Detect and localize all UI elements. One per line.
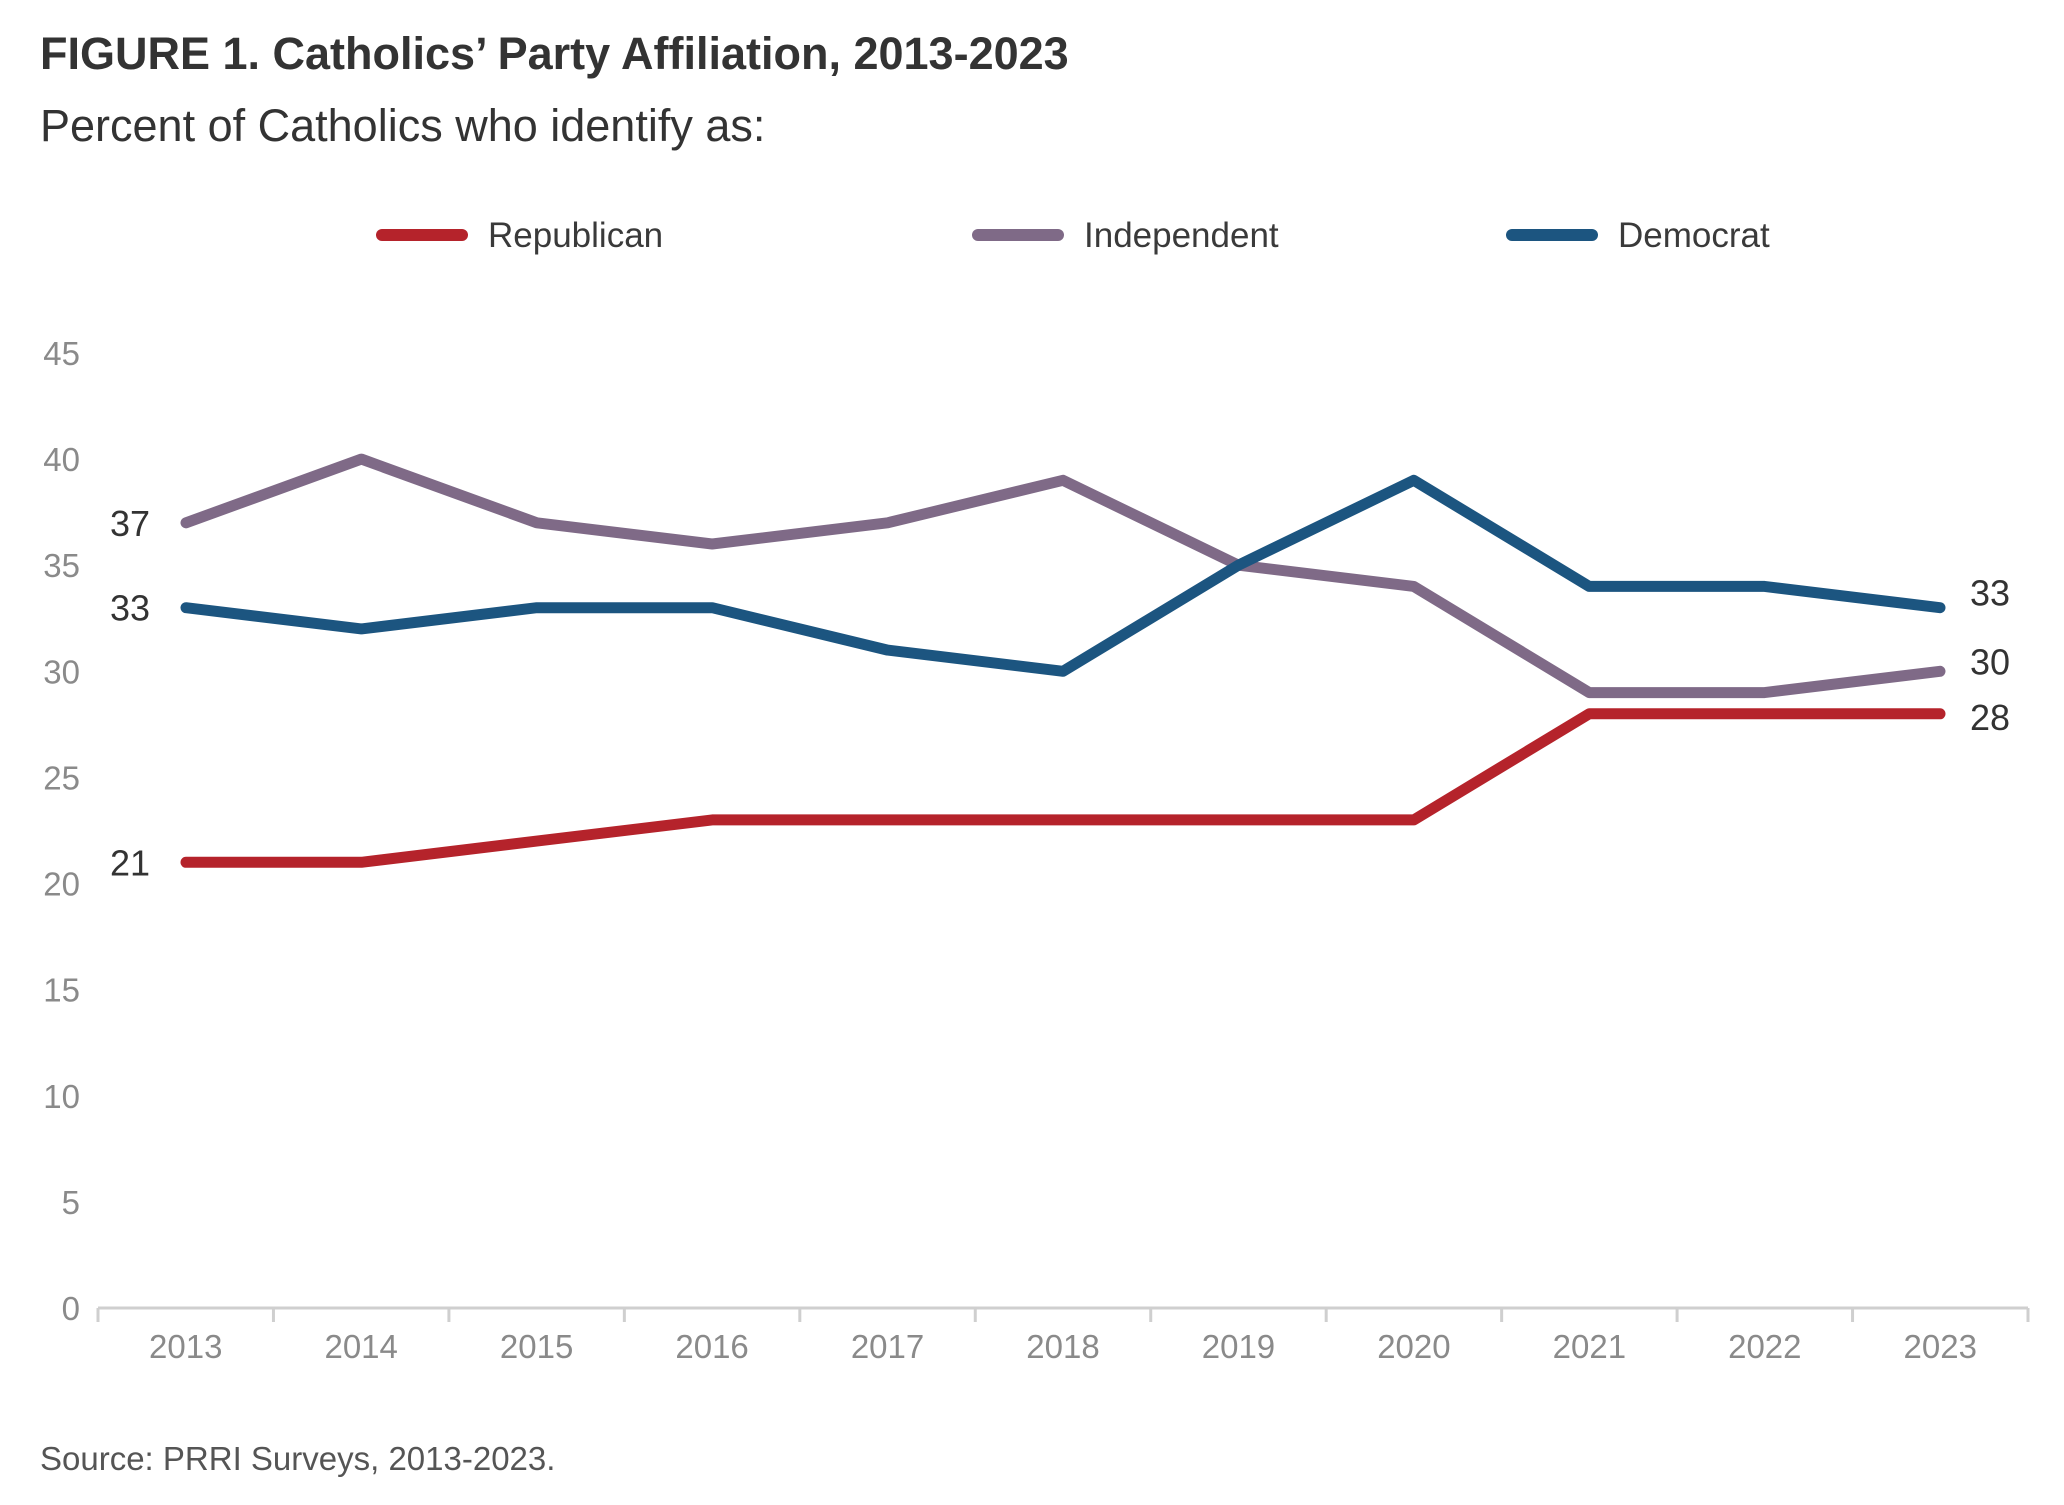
data-labels: 21 28 37 30 33 33: [110, 503, 2010, 884]
legend-label-republican: Republican: [488, 216, 663, 255]
data-label-start-republican: 21: [110, 842, 150, 883]
y-tick-label: 5: [62, 1184, 80, 1221]
data-label-start-independent: 37: [110, 503, 150, 544]
y-tick-label: 0: [62, 1290, 80, 1327]
data-label-end-democrat: 33: [1970, 573, 2010, 614]
x-tick-label: 2021: [1553, 1328, 1626, 1365]
legend: Republican Independent Democrat: [376, 216, 1770, 255]
y-tick-label: 20: [43, 866, 80, 903]
y-tick-label: 10: [43, 1078, 80, 1115]
legend-label-independent: Independent: [1084, 216, 1279, 255]
x-tick-label: 2016: [675, 1328, 748, 1365]
x-tick-label: 2015: [500, 1328, 573, 1365]
series-line-democrat: [180, 474, 1946, 677]
source-note: Source: PRRI Surveys, 2013-2023.: [40, 1440, 556, 1477]
y-tick-label: 25: [43, 759, 80, 796]
x-axis: 2013 2014 2015 2016 2017 2018 2019 2020 2021 2022…: [96, 1306, 2030, 1365]
data-label-start-democrat: 33: [110, 588, 150, 629]
x-tick-label: 2014: [324, 1328, 397, 1365]
y-tick-label: 30: [43, 653, 80, 690]
y-tick-label: 15: [43, 972, 80, 1009]
x-tick-label: 2022: [1728, 1328, 1801, 1365]
y-axis: 0 5 10 15 20 25 30 35 40 45: [43, 335, 80, 1327]
x-tick-label: 2013: [149, 1328, 222, 1365]
x-tick-label: 2019: [1202, 1328, 1275, 1365]
data-label-end-independent: 30: [1970, 641, 2010, 682]
x-tick-label: 2017: [851, 1328, 924, 1365]
chart-title: FIGURE 1. Catholics’ Party Affiliation, …: [40, 28, 1069, 79]
series-lines: [180, 453, 1946, 868]
chart-subtitle: Percent of Catholics who identify as:: [40, 100, 766, 151]
y-tick-label: 35: [43, 547, 80, 584]
y-tick-label: 40: [43, 441, 80, 478]
x-tick-label: 2020: [1377, 1328, 1450, 1365]
y-tick-label: 45: [43, 335, 80, 372]
series-line-republican: [180, 708, 1946, 868]
x-tick-label: 2018: [1026, 1328, 1099, 1365]
series-line-independent: [180, 453, 1946, 699]
data-label-end-republican: 28: [1970, 697, 2010, 738]
x-tick-label: 2023: [1904, 1328, 1977, 1365]
legend-label-democrat: Democrat: [1618, 216, 1770, 255]
